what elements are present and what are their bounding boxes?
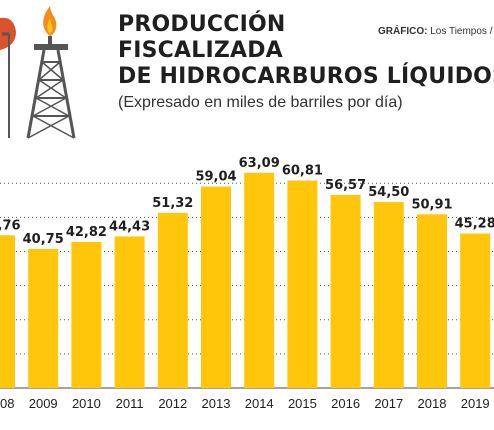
x-axis-ticks: 2008 2009 2010 2011 2012 2013 2014 2015 2016 2017… (0, 396, 490, 411)
source-label: GRÁFICO: (378, 26, 428, 37)
pumpjack-icon (0, 17, 16, 138)
x-tick-2010: 2010 (72, 396, 101, 411)
bar-2008 (0, 235, 15, 388)
bar-2011 (114, 236, 145, 388)
bar-2009 (28, 248, 59, 388)
bar-2013 (201, 186, 231, 388)
bar-2010 (71, 241, 102, 388)
data-label-2011: 44,43 (109, 219, 150, 234)
data-label-2019: 45,28 (455, 217, 494, 232)
title-line-3: DE HIDROCARBUROS LÍQUIDOS (118, 64, 494, 89)
bar-2016 (330, 194, 361, 388)
bars (0, 172, 491, 388)
bar-2015 (287, 180, 318, 388)
data-labels: 44,7640,7542,8244,4351,3259,0463,0960,81… (0, 156, 494, 247)
x-tick-2015: 2015 (288, 396, 317, 411)
x-tick-2009: 2009 (29, 396, 58, 411)
x-tick-2017: 2017 (374, 396, 403, 411)
x-tick-2016: 2016 (331, 396, 360, 411)
bar-2018 (417, 214, 447, 388)
data-label-2017: 54,50 (368, 185, 409, 200)
bar-2012 (157, 212, 188, 388)
data-label-2008: 44,76 (0, 218, 21, 233)
x-tick-2019: 2019 (461, 396, 490, 411)
x-tick-2018: 2018 (418, 396, 447, 411)
data-label-2009: 40,75 (23, 232, 64, 247)
chart-subtitle: (Expresado en miles de barriles por día) (118, 94, 403, 111)
bar-2017 (373, 202, 404, 388)
data-label-2014: 63,09 (239, 156, 280, 171)
data-label-2013: 59,04 (195, 170, 236, 185)
x-tick-2013: 2013 (202, 396, 231, 411)
x-tick-2014: 2014 (245, 396, 274, 411)
data-label-2016: 56,57 (325, 178, 366, 193)
oil-derrick-illustration (0, 6, 76, 139)
data-label-2012: 51,32 (152, 196, 193, 211)
bar-chart: 44,7640,7542,8244,4351,3259,0463,0960,81… (0, 156, 494, 411)
x-tick-2012: 2012 (158, 396, 187, 411)
gas-flare-icon (43, 6, 57, 44)
title-line-1: PRODUCCIÓN (118, 12, 286, 37)
data-label-2018: 50,91 (411, 197, 452, 212)
data-label-2015: 60,81 (282, 164, 323, 179)
bar-2019 (460, 233, 491, 388)
source-value: Los Tiempos / (430, 26, 493, 37)
x-tick-2008: 2008 (0, 396, 14, 411)
oil-derrick-icon (26, 44, 76, 139)
chart-header: PRODUCCIÓN FISCALIZADA DE HIDROCARBUROS … (0, 0, 494, 140)
source-credit: GRÁFICO: Los Tiempos / (378, 26, 493, 37)
x-tick-2011: 2011 (116, 396, 144, 411)
title-line-2: FISCALIZADA (118, 38, 283, 63)
bar-2014 (244, 172, 275, 388)
data-label-2010: 42,82 (66, 225, 107, 240)
